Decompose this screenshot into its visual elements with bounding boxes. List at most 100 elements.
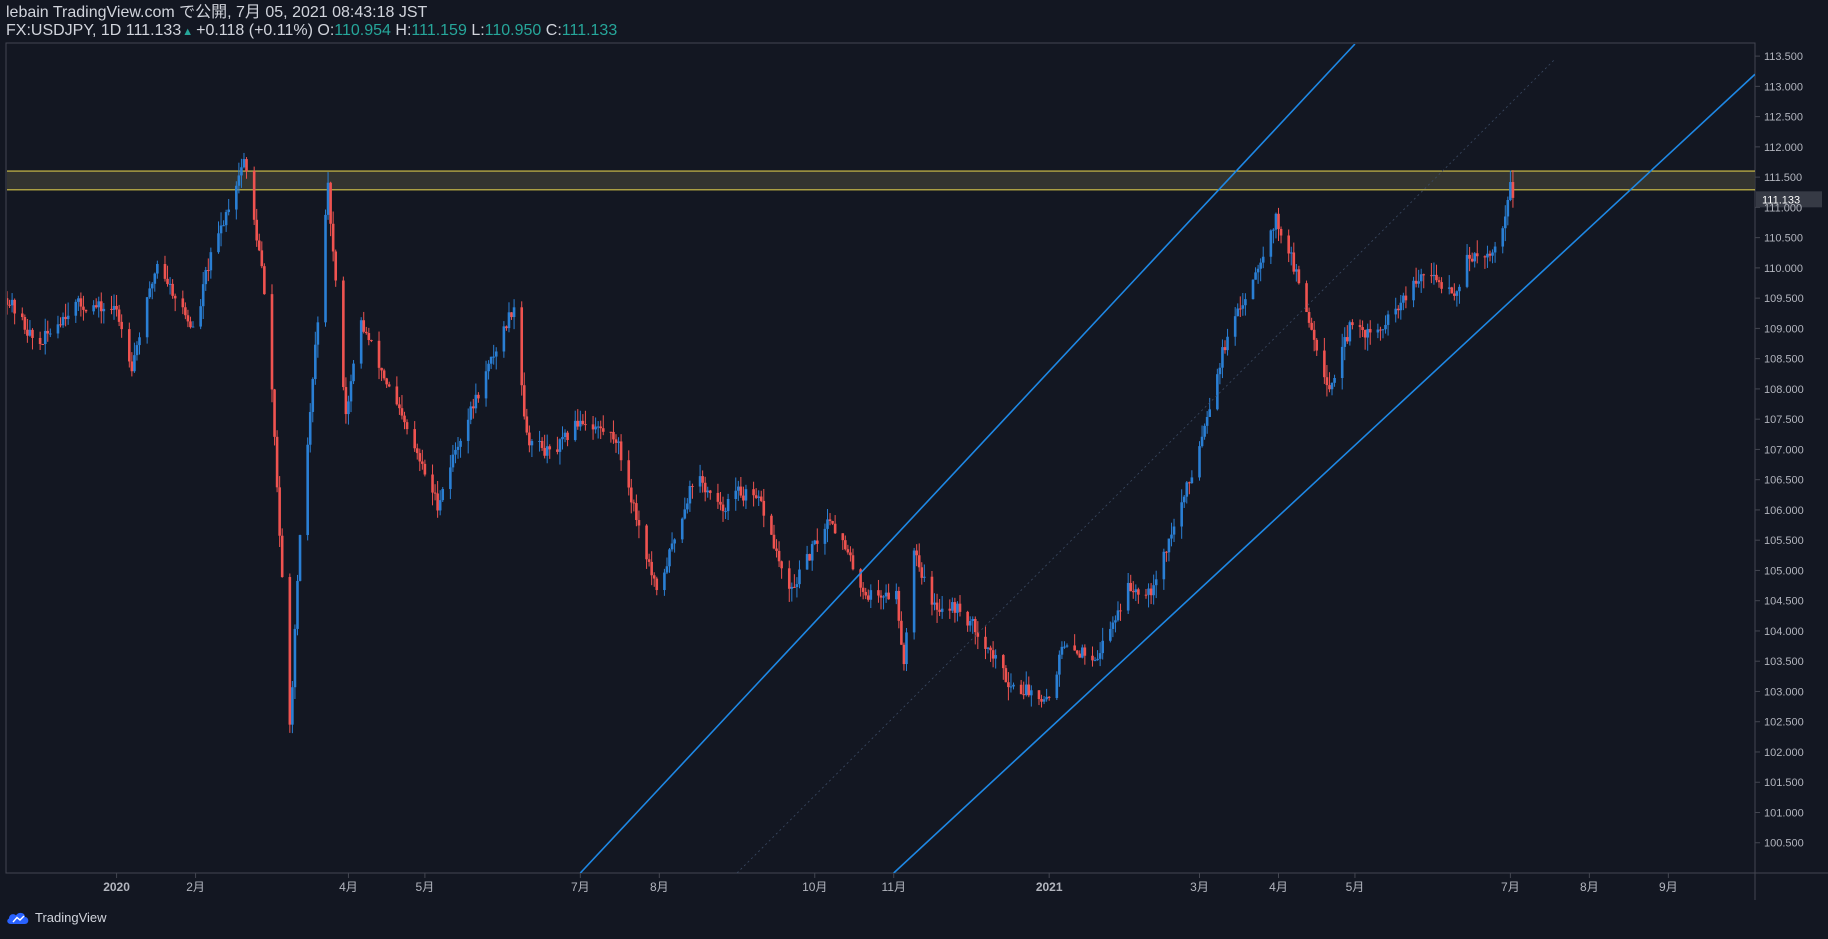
candle-body (897, 590, 901, 621)
candle-body (1004, 668, 1008, 683)
time-tick-label: 4月 (339, 880, 358, 894)
candle-body (951, 602, 954, 611)
price-tick-label: 107.500 (1764, 414, 1804, 426)
candle-body (474, 394, 478, 409)
candle-body (1361, 327, 1364, 330)
tradingview-logo[interactable]: TradingView (6, 910, 107, 925)
candle-body (989, 647, 992, 651)
candle-body (1172, 526, 1176, 535)
candle-body (805, 554, 809, 570)
candle-body (986, 647, 990, 649)
candle-body (813, 540, 817, 545)
candle-body (438, 500, 442, 511)
candle-body (752, 489, 755, 496)
plot-frame (5, 42, 1756, 874)
price-tick-label: 113.500 (1764, 51, 1803, 63)
candle-body (1205, 416, 1209, 426)
candle-body (1203, 425, 1206, 437)
candle-body (1019, 684, 1023, 695)
candle-body (115, 305, 118, 310)
candle-body (1366, 328, 1369, 338)
candle-body (489, 356, 493, 364)
candle-body (110, 308, 113, 310)
candle-body (1126, 582, 1130, 611)
candle-body (1236, 308, 1240, 317)
candle-body (403, 415, 406, 423)
symbol-label[interactable]: FX:USDJPY, 1D (6, 22, 122, 39)
candle-body (833, 523, 837, 534)
tradingview-cloud-icon (7, 912, 29, 924)
candle-body (1083, 647, 1087, 656)
candle-body (1394, 308, 1398, 315)
candle-body (505, 326, 508, 329)
candle-body (647, 559, 651, 562)
candle-body (849, 552, 852, 556)
candle-body (117, 309, 121, 322)
candle-body (1493, 246, 1497, 253)
price-tick-label: 105.000 (1764, 565, 1804, 577)
candle-body (879, 595, 883, 598)
candle-body (902, 644, 906, 665)
candle-body (344, 387, 348, 415)
candle-body (1002, 655, 1005, 669)
candle-body (242, 159, 246, 168)
candle-body (1363, 329, 1367, 338)
candle-body (831, 521, 834, 524)
candle-body (316, 322, 320, 345)
candle-body (612, 431, 615, 440)
candle-body (1024, 684, 1028, 695)
candle-body (191, 326, 195, 328)
candle-body (324, 214, 327, 323)
candle-body (66, 315, 70, 320)
candle-body (1226, 336, 1229, 351)
close-label: C: (545, 22, 562, 39)
candle-body (706, 490, 710, 493)
candle-body (1402, 295, 1405, 303)
candle-body (548, 446, 552, 450)
candle-body (240, 167, 243, 176)
candle-body (291, 687, 294, 725)
candle-body (828, 519, 832, 522)
time-tick-label: 10月 (802, 880, 827, 894)
candle-body (869, 590, 873, 600)
candle-body (1323, 350, 1326, 378)
candle-body (1111, 622, 1115, 629)
candle-body (150, 283, 154, 289)
candle-body (26, 329, 29, 336)
candle-body (953, 602, 957, 613)
candle-body (599, 426, 603, 429)
candle-body (1188, 482, 1191, 484)
candle-body (754, 495, 758, 498)
candle-body (61, 316, 65, 326)
candle-body (1185, 482, 1189, 497)
candle-body (99, 301, 103, 312)
candle-body (349, 381, 353, 402)
candle-body (112, 305, 116, 310)
candle-body (377, 340, 381, 368)
candle-body (1134, 589, 1138, 593)
candle-body (956, 603, 959, 613)
candle-body (900, 620, 903, 645)
candle-body (1325, 377, 1329, 386)
candle-body (1022, 694, 1025, 696)
candle-body (866, 595, 870, 600)
open-label: O: (317, 22, 335, 39)
price-tick-label: 105.500 (1764, 535, 1804, 547)
candle-body (1432, 274, 1436, 277)
candle-body (530, 441, 534, 446)
candle-body (237, 175, 241, 186)
candle-body (166, 278, 169, 285)
candle-body (917, 555, 921, 568)
candle-body (966, 611, 969, 626)
candle-body (1190, 477, 1194, 484)
candle-body (619, 441, 623, 461)
candle-body (484, 371, 488, 399)
candle-body (1149, 588, 1153, 596)
candle-body (1414, 280, 1418, 284)
candle-body (257, 240, 261, 251)
candle-body (306, 444, 309, 536)
last-price: 111.133 (125, 22, 182, 39)
price-tick-label: 112.500 (1764, 112, 1803, 124)
candle-body (1435, 274, 1438, 281)
